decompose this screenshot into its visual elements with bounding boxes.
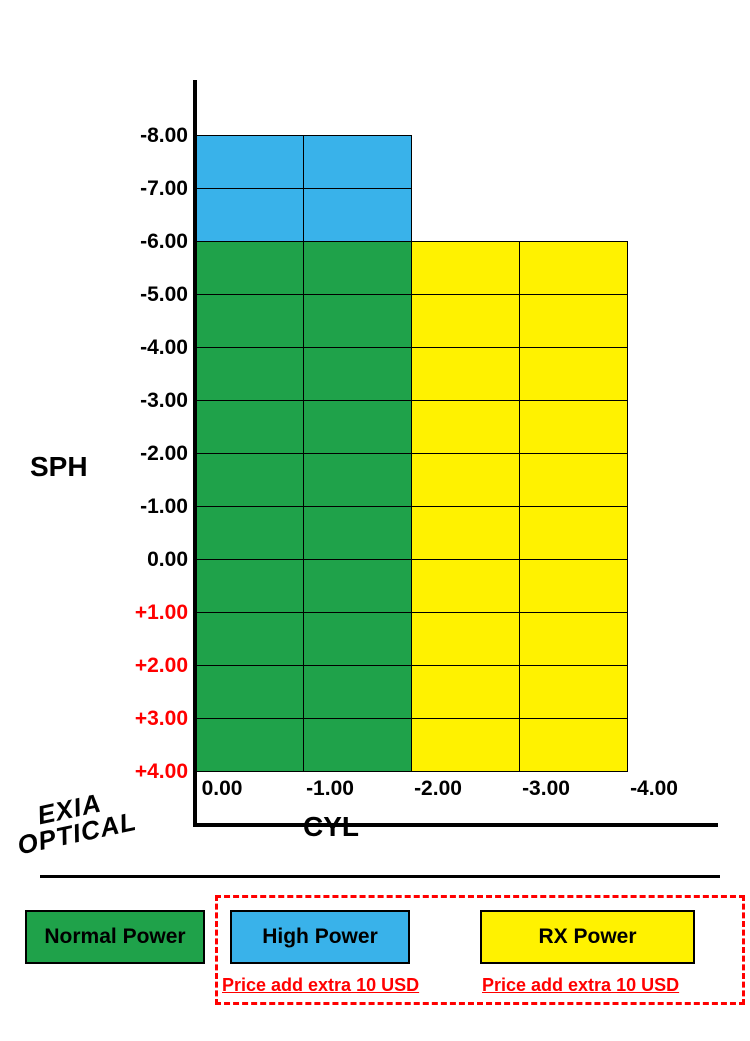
legend-item-0: Normal Power xyxy=(25,910,205,964)
grid-cell xyxy=(303,612,412,666)
grid-cell xyxy=(303,718,412,772)
grid-cell xyxy=(411,718,520,772)
grid-cell xyxy=(195,453,304,507)
grid-cell xyxy=(519,347,628,401)
grid-cell xyxy=(195,559,304,613)
x-tick: 0.00 xyxy=(202,778,243,799)
grid-cell xyxy=(303,294,412,348)
x-tick: -1.00 xyxy=(306,778,354,799)
grid-cell xyxy=(303,400,412,454)
grid-cell xyxy=(519,241,628,295)
grid-cell xyxy=(519,718,628,772)
grid-cell xyxy=(411,665,520,719)
grid-cell xyxy=(195,612,304,666)
y-tick: -4.00 xyxy=(110,337,188,358)
grid-cell xyxy=(195,347,304,401)
y-tick: -3.00 xyxy=(110,390,188,411)
grid-cell xyxy=(195,241,304,295)
y-tick: -6.00 xyxy=(110,231,188,252)
y-tick: +4.00 xyxy=(110,761,188,782)
grid-cell xyxy=(195,135,304,189)
grid-cell xyxy=(195,188,304,242)
x-tick: -3.00 xyxy=(522,778,570,799)
grid-cell xyxy=(411,559,520,613)
y-tick: +2.00 xyxy=(110,655,188,676)
price-note-0: Price add extra 10 USD xyxy=(222,975,419,996)
y-tick: -1.00 xyxy=(110,496,188,517)
grid-cell xyxy=(303,506,412,560)
grid-cell xyxy=(411,347,520,401)
grid-cell xyxy=(195,400,304,454)
chart-stage: -8.00 -7.00 -6.00 -5.00 -4.00 -3.00 -2.00 -1.00… xyxy=(0,0,750,1041)
grid-cell xyxy=(519,453,628,507)
grid-cell xyxy=(303,347,412,401)
grid-cell xyxy=(195,294,304,348)
grid-cell xyxy=(195,506,304,560)
y-axis-label: SPH xyxy=(30,453,88,481)
grid-cell xyxy=(519,665,628,719)
y-tick: 0.00 xyxy=(110,549,188,570)
x-tick: -2.00 xyxy=(414,778,462,799)
grid-cell xyxy=(411,506,520,560)
separator-line xyxy=(40,875,720,878)
grid-cell xyxy=(519,506,628,560)
grid-cell xyxy=(411,612,520,666)
grid-cell xyxy=(411,294,520,348)
x-axis xyxy=(193,823,718,827)
grid-cell xyxy=(195,665,304,719)
x-axis-label: CYL xyxy=(303,813,359,841)
y-axis xyxy=(193,80,197,825)
grid-cell xyxy=(411,400,520,454)
y-tick: +1.00 xyxy=(110,602,188,623)
x-tick: -4.00 xyxy=(630,778,678,799)
y-tick: -7.00 xyxy=(110,178,188,199)
grid-cell xyxy=(519,400,628,454)
grid-cell xyxy=(303,665,412,719)
price-note-1: Price add extra 10 USD xyxy=(482,975,679,996)
grid-cell xyxy=(519,294,628,348)
legend-item-2: RX Power xyxy=(480,910,695,964)
y-tick: -2.00 xyxy=(110,443,188,464)
grid-cell xyxy=(519,559,628,613)
grid-cell xyxy=(303,559,412,613)
grid-cell xyxy=(411,453,520,507)
y-tick: -5.00 xyxy=(110,284,188,305)
legend-item-1: High Power xyxy=(230,910,410,964)
y-tick: -8.00 xyxy=(110,125,188,146)
grid-cell xyxy=(303,241,412,295)
grid-cell xyxy=(411,241,520,295)
grid-cell xyxy=(303,188,412,242)
grid-cell xyxy=(303,135,412,189)
grid-cell xyxy=(303,453,412,507)
grid-cell xyxy=(519,612,628,666)
y-tick: +3.00 xyxy=(110,708,188,729)
grid-cell xyxy=(195,718,304,772)
